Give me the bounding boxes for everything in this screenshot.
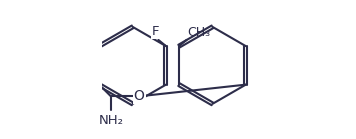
Text: O: O: [134, 89, 145, 103]
Text: NH₂: NH₂: [98, 114, 124, 126]
Text: F: F: [152, 25, 159, 38]
Text: CH₃: CH₃: [188, 26, 211, 39]
